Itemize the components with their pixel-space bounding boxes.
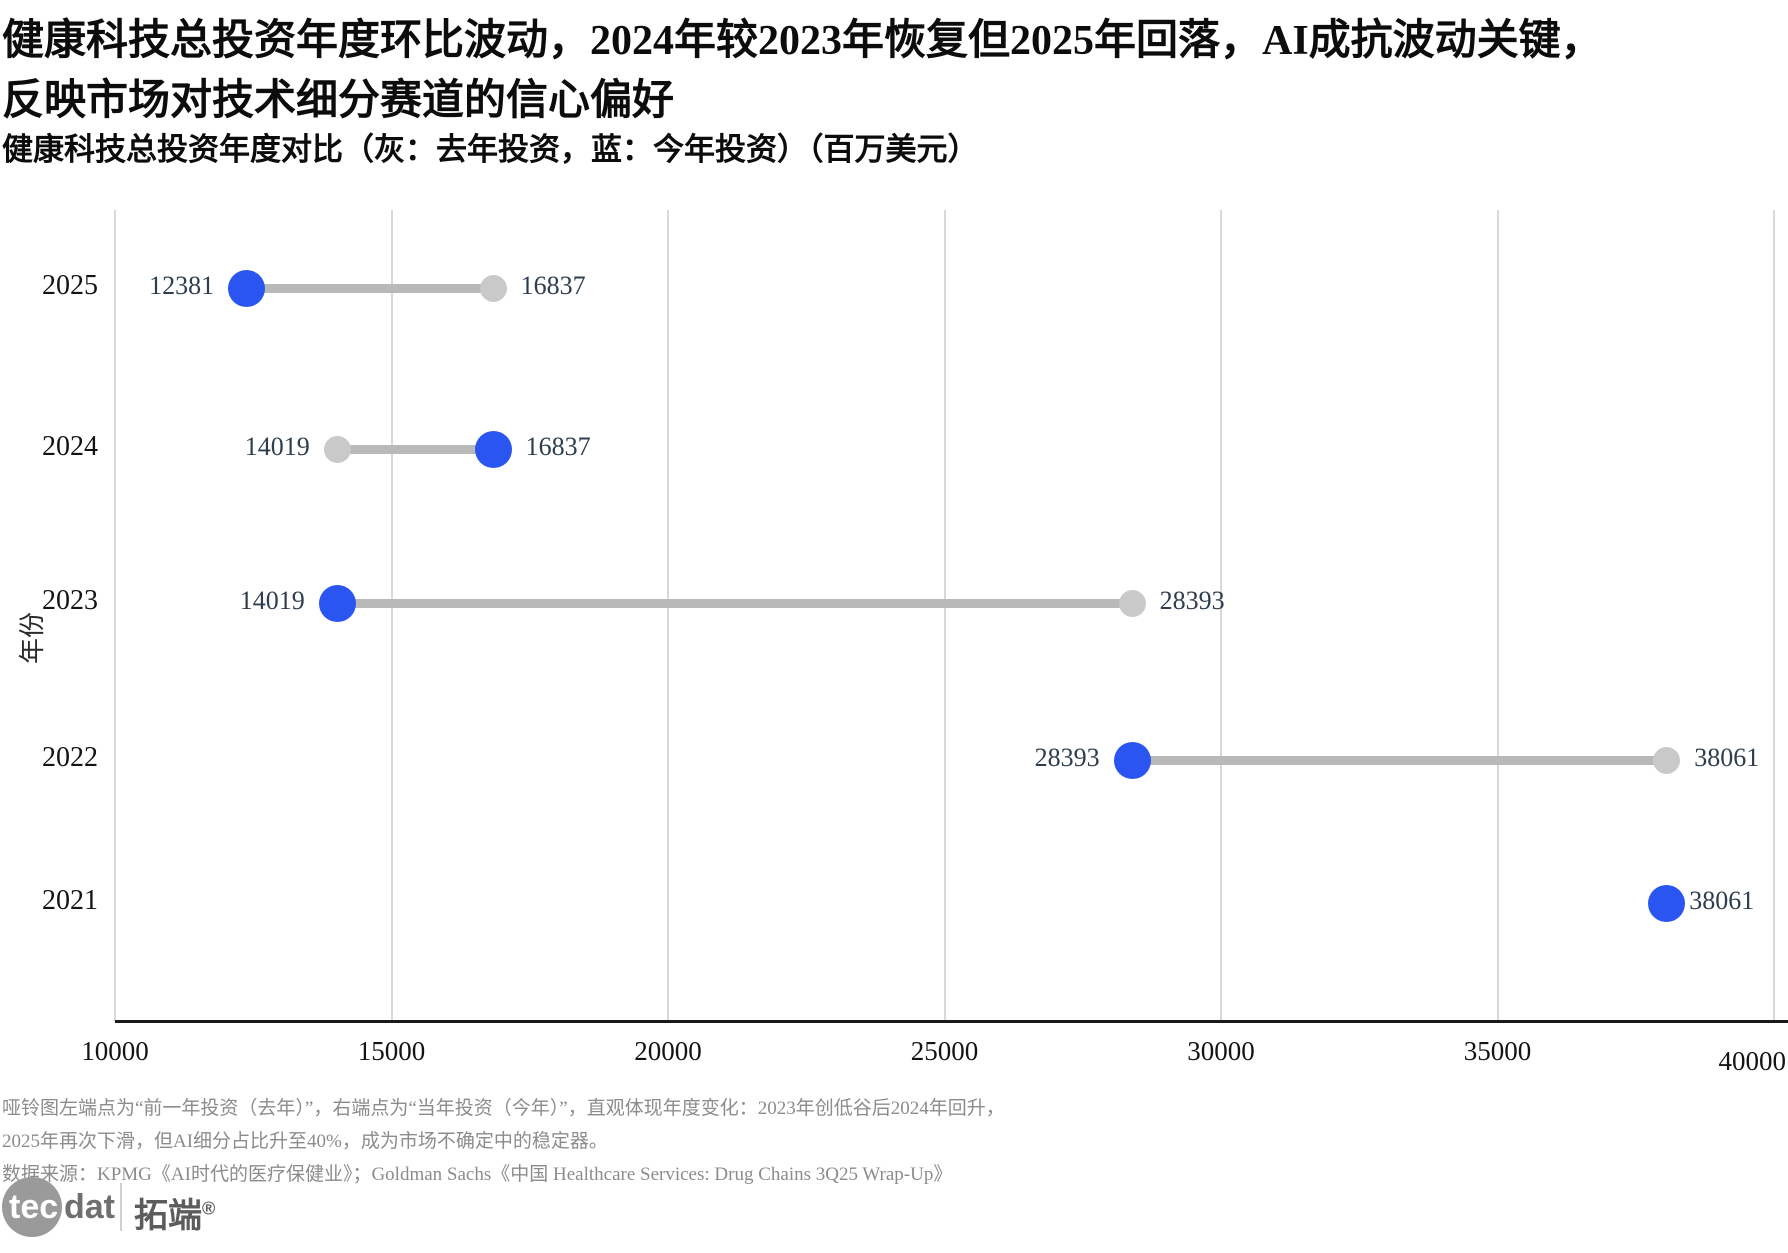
- footnote-line2: 2025年再次下滑，但AI细分占比升至40%，成为市场不确定中的稳定器。: [2, 1131, 608, 1152]
- dumbbell-connector: [337, 444, 494, 454]
- previous-year-dot: [323, 435, 351, 463]
- dumbbell-connector: [1132, 755, 1667, 765]
- y-tick-label: 2023: [42, 585, 98, 616]
- value-label-left: 14019: [239, 586, 305, 615]
- x-tick-label: 25000: [910, 1036, 979, 1066]
- tecdat-logo-cn: 拓端®: [134, 1188, 215, 1237]
- page-title-line2: 反映市场对技术细分赛道的信心偏好: [2, 78, 675, 124]
- x-tick-label: 15000: [357, 1036, 426, 1066]
- tecdat-logo-tec: tec: [9, 1188, 59, 1226]
- current-year-dot: [474, 430, 512, 468]
- logo-registered-mark: ®: [202, 1198, 216, 1219]
- x-tick-label: 40000: [1718, 1046, 1787, 1076]
- footnote-line1: 哑铃图左端点为“前一年投资（去年）”，右端点为“当年投资（今年）”，直观体现年度…: [2, 1098, 1005, 1119]
- dumbbell-connector: [337, 598, 1133, 608]
- value-label-right: 16837: [520, 271, 586, 300]
- logo-cn-text: 拓端: [134, 1197, 202, 1235]
- value-label-left: 28393: [1034, 743, 1100, 772]
- current-year-dot: [1113, 741, 1151, 779]
- current-year-dot: [228, 269, 266, 307]
- footnote-line3: 数据来源：KPMG《AI时代的医疗保健业》；Goldman Sachs《中国 H…: [2, 1164, 953, 1185]
- y-tick-label: 2022: [42, 742, 98, 773]
- v-gridline: [114, 210, 116, 1022]
- x-axis-line: [115, 1020, 1788, 1023]
- previous-year-dot: [1118, 589, 1146, 617]
- y-tick-label: 2021: [42, 885, 98, 916]
- value-label-right: 38061: [1694, 743, 1760, 772]
- value-label-left: 12381: [149, 271, 215, 300]
- previous-year-dot: [1653, 746, 1681, 774]
- y-tick-label: 2025: [42, 270, 98, 301]
- value-label-right: 38061: [1689, 886, 1755, 915]
- x-tick-label: 10000: [81, 1036, 149, 1066]
- value-label-right: 28393: [1159, 586, 1225, 615]
- x-tick-label: 30000: [1187, 1036, 1255, 1066]
- v-gridline: [943, 210, 946, 1022]
- v-gridline: [667, 210, 669, 1022]
- dumbbell-connector: [246, 283, 494, 293]
- v-gridline: [1773, 210, 1775, 1022]
- value-label-left: 14019: [244, 432, 310, 461]
- chart-subtitle: 健康科技总投资年度对比（灰：去年投资，蓝：今年投资）（百万美元）: [2, 132, 979, 167]
- v-gridline: [1220, 210, 1222, 1022]
- v-gridline: [1496, 210, 1499, 1022]
- previous-year-dot: [479, 274, 507, 302]
- value-label-right: 16837: [525, 432, 591, 461]
- tecdat-logo-circle: [2, 1177, 62, 1237]
- current-year-dot: [318, 584, 356, 622]
- x-tick-label: 35000: [1463, 1036, 1532, 1066]
- logo-separator: [120, 1183, 122, 1231]
- x-tick-label: 20000: [634, 1036, 702, 1066]
- page-title-line1: 健康科技总投资年度环比波动，2024年较2023年恢复但2025年回落，AI成抗…: [2, 18, 1603, 64]
- v-gridline: [390, 210, 393, 1022]
- y-tick-label: 2024: [42, 431, 98, 462]
- tecdat-logo-dat: dat: [64, 1188, 115, 1226]
- current-year-dot: [1648, 884, 1686, 922]
